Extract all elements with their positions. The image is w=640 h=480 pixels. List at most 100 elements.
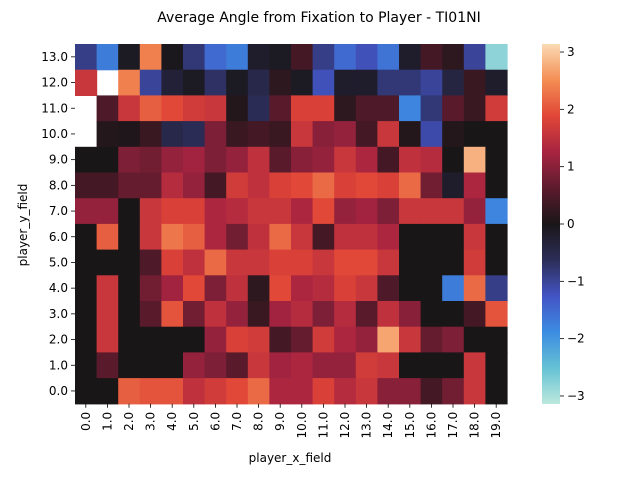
heatmap-cell (334, 326, 357, 353)
heatmap-cell (463, 44, 486, 71)
x-tick-label: 6.0 (208, 412, 222, 431)
heatmap-cell (399, 146, 422, 174)
heatmap-cell (161, 146, 184, 174)
heatmap-cell (334, 352, 357, 379)
heatmap-cell (269, 146, 292, 174)
heatmap-cells (75, 44, 508, 405)
heatmap-cell (204, 249, 227, 276)
colorbar-tick-label: 3 (567, 45, 575, 59)
heatmap-cell (377, 352, 400, 379)
colorbar-tick-label: 1 (567, 160, 575, 174)
heatmap-cell (226, 172, 249, 199)
y-tick-label: 0.0 (49, 384, 68, 398)
heatmap-cell (118, 172, 141, 199)
heatmap-cell (161, 223, 184, 251)
y-tick-label: 9.0 (49, 153, 68, 167)
heatmap-cell (118, 198, 141, 225)
heatmap-cell (291, 352, 314, 379)
heatmap-cell (183, 223, 206, 251)
heatmap-cell (485, 275, 508, 302)
heatmap-cell (334, 44, 357, 71)
heatmap-cell (420, 352, 443, 379)
heatmap-cell (118, 121, 141, 148)
heatmap-cell (355, 69, 378, 96)
heatmap-cell (442, 223, 465, 251)
heatmap-cell (463, 249, 486, 276)
heatmap-cell (204, 326, 227, 353)
heatmap-cell (485, 146, 508, 174)
x-axis-ticks: 0.0 1.0 2.0 3.0 4.0 5.0 6.0 7.0 8.0 9.0 10.0 11.0 12… (79, 403, 503, 439)
heatmap-cell (485, 223, 508, 251)
heatmap-cell (420, 223, 443, 251)
heatmap-cell (463, 146, 486, 174)
heatmap-cell (204, 69, 227, 96)
heatmap-cell (96, 326, 119, 353)
y-tick-label: 5.0 (49, 255, 68, 269)
heatmap-cell (161, 95, 184, 122)
heatmap-cell (226, 223, 249, 251)
heatmap-cell (485, 249, 508, 276)
heatmap-cell (96, 249, 119, 276)
heatmap-cell (485, 172, 508, 199)
y-axis-ticks: 13.0 12.0 11.0 10.0 9.0 8.0 7.0 6.0 5.0 4.0 3.0 2.0… (41, 50, 75, 398)
heatmap-cell (183, 352, 206, 379)
y-tick-label: 7.0 (49, 204, 68, 218)
heatmap-cell (399, 352, 422, 379)
heatmap-cell (139, 378, 162, 405)
heatmap-cell (377, 223, 400, 251)
heatmap-cell (312, 172, 335, 199)
heatmap-cell (312, 146, 335, 174)
heatmap-cell (312, 326, 335, 353)
heatmap-cell (269, 249, 292, 276)
heatmap-cell (312, 198, 335, 225)
heatmap-cell (463, 172, 486, 199)
x-tick-label: 2.0 (122, 412, 136, 431)
x-tick-label: 16.0 (424, 412, 438, 439)
heatmap-cell (269, 378, 292, 405)
heatmap-cell (399, 301, 422, 328)
heatmap-cell (399, 198, 422, 225)
heatmap-cell (96, 223, 119, 251)
heatmap-cell (183, 44, 206, 71)
heatmap-cell (355, 121, 378, 148)
y-tick-label: 13.0 (41, 50, 68, 64)
x-tick-label: 9.0 (273, 412, 287, 431)
heatmap-cell (355, 223, 378, 251)
heatmap-cell (442, 146, 465, 174)
heatmap-cell (442, 275, 465, 302)
heatmap-cell (399, 44, 422, 71)
heatmap-cell (183, 326, 206, 353)
heatmap-cell (485, 95, 508, 122)
heatmap-cell (485, 378, 508, 405)
heatmap-cell (247, 352, 270, 379)
heatmap-cell (312, 95, 335, 122)
heatmap-cell (75, 249, 98, 276)
heatmap-cell (377, 172, 400, 199)
y-tick-label: 4.0 (49, 281, 68, 295)
heatmap-cell (442, 326, 465, 353)
heatmap-cell (291, 326, 314, 353)
y-tick-label: 10.0 (41, 127, 68, 141)
heatmap-cell (291, 172, 314, 199)
heatmap-cell (75, 275, 98, 302)
heatmap-cell (269, 275, 292, 302)
heatmap-cell (75, 326, 98, 353)
heatmap-cell (399, 275, 422, 302)
heatmap-cell (420, 275, 443, 302)
heatmap-cell (139, 275, 162, 302)
heatmap-cell (291, 69, 314, 96)
heatmap-cell (399, 249, 422, 276)
heatmap-cell (247, 95, 270, 122)
heatmap-cell (204, 95, 227, 122)
heatmap-cell (226, 121, 249, 148)
heatmap-cell (334, 223, 357, 251)
heatmap-cell (291, 121, 314, 148)
heatmap-cell (291, 95, 314, 122)
heatmap-cell (291, 198, 314, 225)
heatmap-cell (463, 69, 486, 96)
heatmap-cell (420, 301, 443, 328)
heatmap-cell (75, 301, 98, 328)
heatmap-cell (96, 378, 119, 405)
heatmap-cell (161, 69, 184, 96)
heatmap-cell (161, 198, 184, 225)
